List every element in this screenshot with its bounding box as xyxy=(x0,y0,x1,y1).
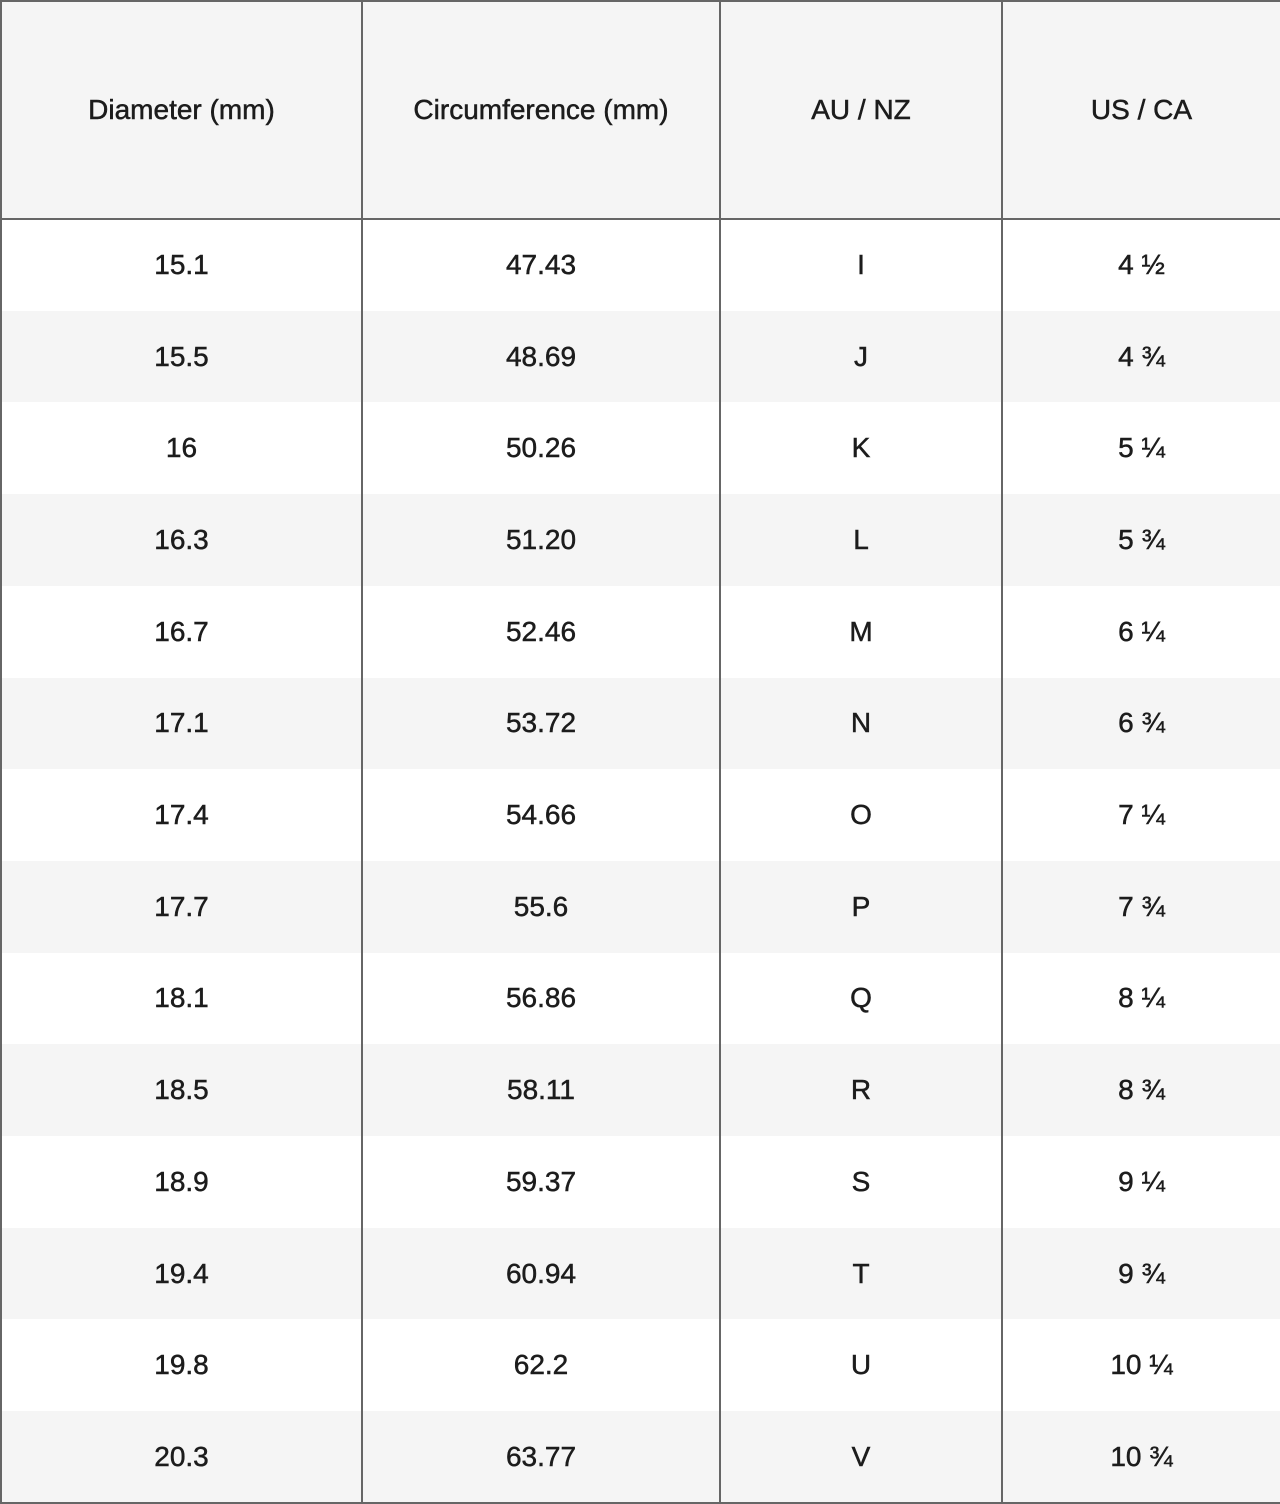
diameter-cell: 15.1 xyxy=(0,219,363,311)
table-row: 18.9 59.37 S 9 ¼ xyxy=(0,1136,1280,1228)
table-row: 18.5 58.11 R 8 ¾ xyxy=(0,1044,1280,1137)
circumference-cell: 59.37 xyxy=(361,1136,721,1228)
au-nz-cell: I xyxy=(719,219,1003,311)
au-nz-cell: T xyxy=(719,1227,1003,1320)
header-diameter: Diameter (mm) xyxy=(0,0,363,220)
us-ca-cell: 6 ¼ xyxy=(1001,585,1280,678)
us-ca-cell: 7 ¼ xyxy=(1001,769,1280,861)
au-nz-cell: S xyxy=(719,1136,1003,1228)
au-nz-cell: Q xyxy=(719,952,1003,1045)
header-circumference: Circumference (mm) xyxy=(361,0,721,220)
header-row: Diameter (mm) Circumference (mm) AU / NZ… xyxy=(0,0,1280,220)
header-au-nz: AU / NZ xyxy=(719,0,1003,220)
us-ca-cell: 10 ¼ xyxy=(1001,1319,1280,1412)
table-row: 15.1 47.43 I 4 ½ xyxy=(0,219,1280,311)
diameter-cell: 18.9 xyxy=(0,1136,363,1228)
us-ca-cell: 8 ¾ xyxy=(1001,1044,1280,1137)
table-row: 16.7 52.46 M 6 ¼ xyxy=(0,585,1280,678)
diameter-cell: 19.4 xyxy=(0,1227,363,1320)
us-ca-cell: 9 ¼ xyxy=(1001,1136,1280,1228)
diameter-cell: 18.1 xyxy=(0,952,363,1045)
table-row: 19.4 60.94 T 9 ¾ xyxy=(0,1227,1280,1320)
au-nz-cell: P xyxy=(719,860,1003,953)
circumference-cell: 55.6 xyxy=(361,860,721,953)
header-us-ca: US / CA xyxy=(1001,0,1280,220)
au-nz-cell: M xyxy=(719,585,1003,678)
circumference-cell: 50.26 xyxy=(361,402,721,495)
circumference-cell: 53.72 xyxy=(361,677,721,770)
us-ca-cell: 7 ¾ xyxy=(1001,860,1280,953)
table-row: 15.5 48.69 J 4 ¾ xyxy=(0,310,1280,403)
us-ca-cell: 4 ½ xyxy=(1001,219,1280,311)
us-ca-cell: 5 ¾ xyxy=(1001,494,1280,586)
us-ca-cell: 10 ¾ xyxy=(1001,1411,1280,1504)
diameter-cell: 16 xyxy=(0,402,363,495)
circumference-cell: 48.69 xyxy=(361,310,721,403)
table-row: 18.1 56.86 Q 8 ¼ xyxy=(0,952,1280,1045)
circumference-cell: 60.94 xyxy=(361,1227,721,1320)
au-nz-cell: U xyxy=(719,1319,1003,1412)
au-nz-cell: V xyxy=(719,1411,1003,1504)
us-ca-cell: 9 ¾ xyxy=(1001,1227,1280,1320)
circumference-cell: 62.2 xyxy=(361,1319,721,1412)
table-row: 17.4 54.66 O 7 ¼ xyxy=(0,769,1280,861)
us-ca-cell: 8 ¼ xyxy=(1001,952,1280,1045)
diameter-cell: 17.1 xyxy=(0,677,363,770)
diameter-cell: 16.7 xyxy=(0,585,363,678)
us-ca-cell: 4 ¾ xyxy=(1001,310,1280,403)
circumference-cell: 47.43 xyxy=(361,219,721,311)
circumference-cell: 54.66 xyxy=(361,769,721,861)
diameter-cell: 16.3 xyxy=(0,494,363,586)
diameter-cell: 20.3 xyxy=(0,1411,363,1504)
circumference-cell: 58.11 xyxy=(361,1044,721,1137)
au-nz-cell: K xyxy=(719,402,1003,495)
au-nz-cell: O xyxy=(719,769,1003,861)
diameter-cell: 19.8 xyxy=(0,1319,363,1412)
table-row: 20.3 63.77 V 10 ¾ xyxy=(0,1411,1280,1504)
au-nz-cell: N xyxy=(719,677,1003,770)
au-nz-cell: L xyxy=(719,494,1003,586)
table-row: 17.1 53.72 N 6 ¾ xyxy=(0,677,1280,770)
table-row: 19.8 62.2 U 10 ¼ xyxy=(0,1319,1280,1412)
circumference-cell: 52.46 xyxy=(361,585,721,678)
diameter-cell: 18.5 xyxy=(0,1044,363,1137)
diameter-cell: 17.7 xyxy=(0,860,363,953)
diameter-cell: 15.5 xyxy=(0,310,363,403)
au-nz-cell: R xyxy=(719,1044,1003,1137)
circumference-cell: 56.86 xyxy=(361,952,721,1045)
table-row: 16 50.26 K 5 ¼ xyxy=(0,402,1280,495)
circumference-cell: 63.77 xyxy=(361,1411,721,1504)
table-row: 16.3 51.20 L 5 ¾ xyxy=(0,494,1280,586)
circumference-cell: 51.20 xyxy=(361,494,721,586)
table-row: 17.7 55.6 P 7 ¾ xyxy=(0,860,1280,953)
us-ca-cell: 6 ¾ xyxy=(1001,677,1280,770)
au-nz-cell: J xyxy=(719,310,1003,403)
us-ca-cell: 5 ¼ xyxy=(1001,402,1280,495)
diameter-cell: 17.4 xyxy=(0,769,363,861)
